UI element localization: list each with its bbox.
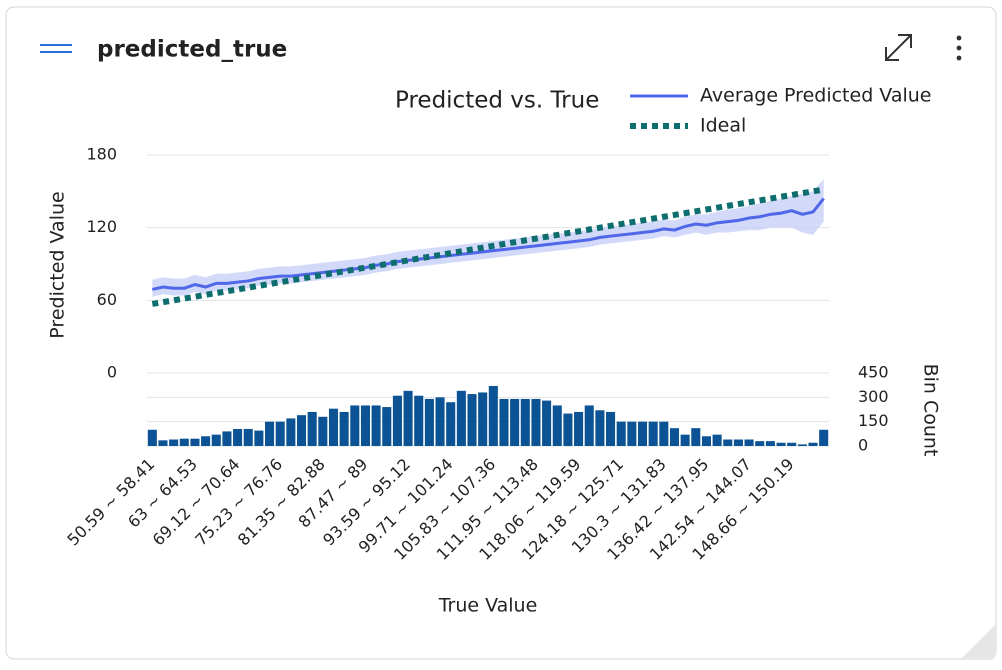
bar (254, 430, 264, 446)
bar (403, 390, 413, 446)
bar (648, 421, 658, 446)
bar (520, 398, 530, 446)
bar (552, 405, 562, 446)
bar (158, 440, 168, 446)
bar (339, 411, 349, 446)
bar (414, 395, 424, 446)
y-tick-label: 120 (86, 217, 117, 236)
bar (435, 397, 445, 446)
bar (307, 411, 317, 446)
bar (542, 400, 552, 446)
bar (669, 428, 680, 446)
bar (169, 439, 179, 446)
y-tick-label: 180 (86, 145, 117, 164)
bar (787, 442, 797, 446)
bar (819, 429, 829, 446)
bar (179, 438, 189, 446)
x-axis-label: True Value (438, 595, 538, 617)
bar (211, 434, 221, 446)
bar (499, 398, 509, 446)
bar (701, 436, 711, 446)
bar (371, 405, 381, 446)
bar (595, 410, 605, 446)
bar (265, 421, 275, 446)
bar (733, 439, 743, 446)
y-axis-label: Predicted Value (47, 191, 69, 338)
bar (563, 413, 573, 446)
bar (584, 405, 594, 446)
y-tick-label: 60 (97, 290, 117, 309)
bar (574, 411, 584, 446)
bar (318, 416, 328, 446)
bar (510, 398, 520, 446)
bar (744, 439, 754, 446)
y2-tick-label: 150 (858, 411, 889, 430)
bar (723, 439, 733, 446)
confidence-band (152, 179, 824, 297)
bar (606, 411, 616, 446)
legend-label: Ideal (700, 115, 746, 137)
y2-tick-label: 450 (858, 363, 889, 382)
card-border (5, 6, 997, 660)
y2-tick-label: 0 (858, 436, 868, 455)
bar (488, 385, 498, 446)
bar (350, 405, 360, 446)
bar (627, 421, 637, 446)
expand-icon[interactable] (885, 34, 912, 61)
resize-corner[interactable] (960, 624, 996, 660)
bar (616, 421, 626, 446)
y2-tick-label: 300 (858, 387, 889, 406)
bar (691, 428, 701, 446)
bar (808, 442, 818, 446)
bar (233, 428, 243, 446)
bar (446, 402, 456, 446)
legend-label: Average Predicted Value (700, 85, 931, 107)
card-title: predicted_true (97, 37, 287, 63)
bar (680, 434, 690, 446)
bar (755, 441, 765, 446)
bar (659, 421, 669, 446)
bar (360, 405, 370, 446)
bar (776, 442, 786, 446)
bar (201, 436, 211, 446)
bar (712, 434, 722, 446)
bar (478, 392, 488, 446)
bar (424, 398, 434, 446)
bar (222, 431, 232, 446)
bar (797, 444, 807, 446)
more-icon[interactable] (956, 35, 962, 61)
bar (765, 441, 775, 446)
bar (382, 407, 392, 446)
y2-axis-label: Bin Count (920, 364, 942, 457)
bar (637, 421, 648, 446)
bar (147, 429, 157, 446)
bar (275, 421, 285, 446)
menu-icon[interactable] (40, 44, 72, 53)
bar (531, 398, 541, 446)
bar (467, 394, 477, 446)
y-tick-label: 0 (107, 363, 117, 382)
bar (328, 408, 339, 446)
bar (456, 390, 466, 446)
ideal-line (151, 186, 825, 307)
bar (243, 428, 253, 446)
bar (296, 415, 307, 446)
bar (392, 395, 402, 446)
chart-title: Predicted vs. True (395, 88, 599, 114)
average-line (151, 197, 825, 291)
bar (286, 418, 296, 446)
bar (190, 438, 200, 446)
